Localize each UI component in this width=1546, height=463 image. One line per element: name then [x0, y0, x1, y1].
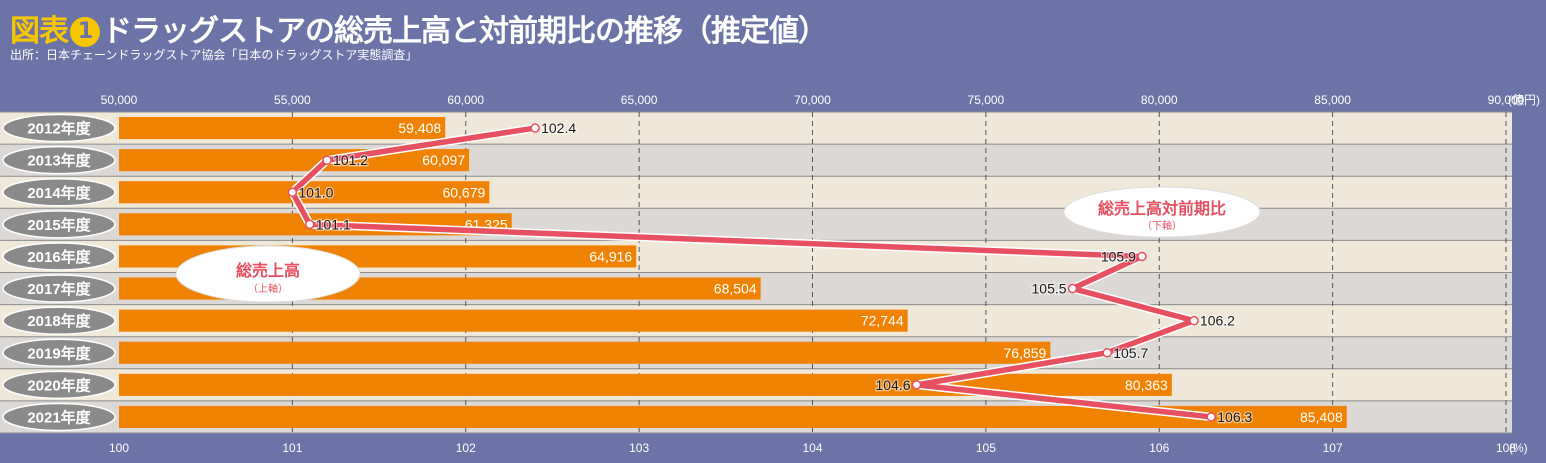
top-axis-tick-label: 90,000 [1488, 93, 1525, 107]
bar [119, 117, 446, 140]
bar-value-label: 60,679 [442, 184, 485, 200]
ratio-value-label: 101.1 [316, 216, 351, 232]
bar-value-label: 80,363 [1125, 377, 1168, 393]
top-axis-tick-label: 70,000 [794, 93, 831, 107]
bar-value-label: 60,097 [422, 152, 465, 168]
top-axis-tick-label: 50,000 [101, 93, 138, 107]
top-axis-tick-label: 55,000 [274, 93, 311, 107]
bottom-axis-tick-label: 100 [109, 441, 129, 455]
ratio-value-label: 101.0 [298, 184, 333, 200]
ratio-value-label: 105.5 [1032, 281, 1067, 297]
top-axis-tick-label: 65,000 [621, 93, 658, 107]
category-label: 2015年度 [27, 216, 91, 234]
category-pill [2, 242, 116, 271]
top-axis-unit: (億円) [1508, 93, 1540, 107]
ratio-point [530, 123, 540, 133]
ratio-value-label: 105.7 [1113, 345, 1148, 361]
category-label: 2020年度 [27, 376, 91, 394]
ratio-point [911, 380, 922, 390]
bottom-axis-tick-label: 102 [456, 441, 476, 455]
title-tag: 図表 [10, 14, 69, 49]
ratio-point [1067, 283, 1078, 294]
ratio-value-label: 106.2 [1200, 313, 1235, 329]
ratio-value-label: 105.9 [1101, 248, 1136, 264]
ratio-point [1189, 315, 1199, 326]
category-label: 2018年度 [27, 312, 91, 330]
chart-title: 図表 1 ドラッグストアの総売上高と対前期比の推移（推定値） [10, 6, 828, 50]
ratio-value-label: 102.4 [541, 120, 576, 136]
top-axis-tick-label: 60,000 [447, 93, 484, 107]
category-label: 2012年度 [27, 120, 91, 138]
bottom-axis-tick-label: 108 [1496, 441, 1516, 455]
category-pill [2, 402, 116, 432]
bottom-axis-tick-label: 101 [282, 441, 302, 455]
ratio-value-label: 106.3 [1217, 409, 1252, 425]
callout-bubble [175, 245, 361, 303]
bottom-axis-tick-label: 106 [1149, 441, 1169, 455]
bar [119, 181, 490, 204]
category-pill [2, 274, 116, 303]
callout-subtitle: （下軸） [1142, 219, 1182, 232]
category-label: 2017年度 [27, 280, 91, 298]
bottom-axis-tick-label: 107 [1323, 441, 1343, 455]
top-axis-tick-label: 85,000 [1314, 93, 1351, 107]
ratio-point [304, 219, 315, 230]
figure-number-badge: 1 [70, 17, 100, 47]
bar-value-label: 72,744 [861, 313, 904, 329]
bottom-axis-tick-label: 104 [802, 441, 822, 455]
category-pill [2, 113, 116, 143]
title-bar: 図表 1 ドラッグストアの総売上高と対前期比の推移（推定値） 出所：日本チェーンドラ… [0, 0, 1546, 68]
top-axis-tick-label: 75,000 [968, 93, 1005, 107]
callout-subtitle: （上軸） [248, 282, 288, 295]
bar-value-label: 85,408 [1300, 409, 1343, 425]
category-label: 2016年度 [27, 248, 91, 266]
bar-value-label: 68,504 [714, 281, 757, 297]
ratio-value-label: 104.6 [875, 377, 910, 393]
bar [119, 405, 1347, 428]
category-pill [2, 210, 116, 239]
ratio-point [1137, 251, 1147, 262]
ratio-point [1206, 412, 1217, 422]
category-label: 2013年度 [27, 152, 91, 170]
category-pill [2, 145, 116, 175]
bottom-axis-tick-label: 105 [976, 441, 996, 455]
bottom-axis-unit: (%) [1509, 441, 1528, 455]
bar [119, 149, 470, 172]
title-text: ドラッグストアの総売上高と対前期比の推移（推定値） [102, 14, 828, 49]
category-pill [2, 306, 116, 335]
bar-value-label: 59,408 [398, 120, 441, 136]
ratio-value-label: 101.2 [333, 152, 368, 168]
category-pill [2, 338, 116, 367]
bar [119, 341, 1051, 364]
callout-title: 総売上高対前期比 [1098, 199, 1226, 218]
ratio-point [1102, 348, 1112, 358]
callout-bubble [1063, 186, 1261, 238]
category-pill [2, 370, 116, 400]
ratio-point [287, 187, 298, 197]
bar [119, 373, 1172, 396]
bottom-axis-tick-label: 103 [629, 441, 649, 455]
ratio-point [322, 155, 332, 165]
callout-title: 総売上高 [236, 261, 300, 280]
category-pill [2, 178, 116, 207]
category-label: 2014年度 [27, 184, 91, 202]
top-axis-tick-label: 80,000 [1141, 93, 1178, 107]
bar-value-label: 64,916 [589, 248, 632, 264]
source-note: 出所：日本チェーンドラッグストア協会「日本のドラッグストア実態調査」 [10, 48, 418, 62]
category-label: 2021年度 [27, 408, 91, 426]
ratio-line [289, 125, 1215, 420]
bar-value-label: 76,859 [1004, 345, 1047, 361]
bar [119, 309, 908, 332]
category-label: 2019年度 [27, 344, 91, 362]
